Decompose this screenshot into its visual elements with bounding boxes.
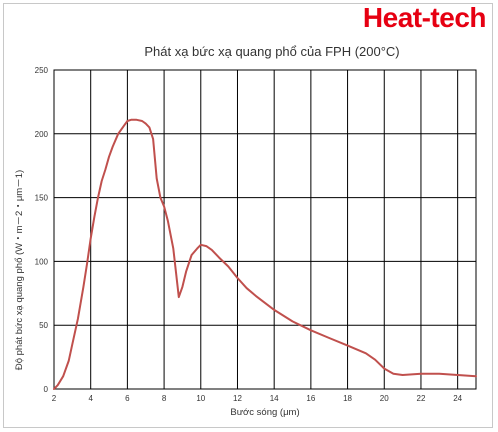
x-tick-label: 22 [417,394,426,403]
series-group [53,118,477,390]
series-line [53,118,477,390]
y-tick-label: 0 [44,385,49,394]
x-tick-label: 16 [306,394,315,403]
x-tick-label: 20 [380,394,389,403]
x-tick-label: 2 [52,394,57,403]
x-tick-label: 14 [270,394,279,403]
y-tick-label: 150 [35,194,49,203]
x-tick-label: 12 [233,394,242,403]
brand-logo: Heat-tech [362,2,487,33]
y-tick-label: 250 [35,66,49,75]
y-tick-label: 200 [35,130,49,139]
grid-lines [53,69,476,390]
x-tick-label: 6 [125,394,130,403]
x-tick-label: 8 [162,394,167,403]
plot-area [53,69,477,390]
x-tick-label: 4 [88,394,93,403]
x-axis-label: Bước sóng (μm) [230,407,299,418]
y-tick-label: 50 [39,321,48,330]
x-tick-label: 18 [343,394,352,403]
x-tick-label: 10 [196,394,205,403]
chart-title: Phát xạ bức xạ quang phổ của FPH (200°C) [144,44,399,59]
y-axis-label: Độ phát bức xạ quang phổ (W・m－2・μm－1) [14,170,25,370]
y-tick-label: 100 [35,257,49,266]
x-tick-label: 24 [453,394,462,403]
